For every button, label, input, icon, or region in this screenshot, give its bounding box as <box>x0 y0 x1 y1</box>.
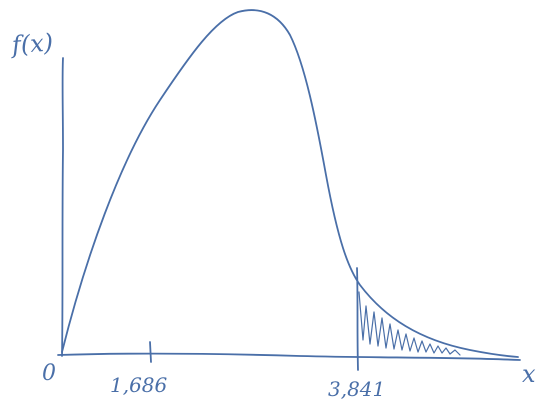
density-curve <box>61 9 519 358</box>
origin-label: 0 <box>42 361 56 386</box>
x-axis-label: x <box>522 360 536 388</box>
tick-label-1686: 1,686 <box>110 373 168 397</box>
tick-label-3841: 3,841 <box>328 377 385 401</box>
critical-value-line <box>356 267 359 371</box>
y-axis-label: f(x) <box>9 28 54 59</box>
shaded-tail-hatching <box>358 291 461 356</box>
y-axis <box>61 57 64 357</box>
tick-1686 <box>149 341 152 363</box>
x-axis <box>57 352 521 361</box>
